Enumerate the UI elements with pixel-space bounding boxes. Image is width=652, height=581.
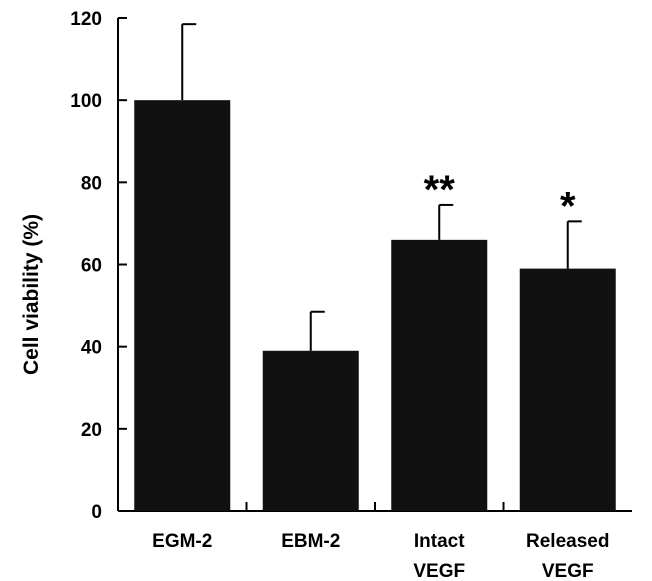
y-axis: 0 20 40 60 80 100 120 (70, 9, 127, 523)
x-tick-label: EBM-2 (281, 531, 340, 552)
y-tick-label: 120 (70, 9, 102, 30)
x-tick-label: VEGF (542, 561, 594, 581)
bar (262, 350, 359, 511)
y-axis-label: Cell viability (%) (20, 214, 43, 375)
bar (134, 100, 231, 512)
x-tick-label: VEGF (413, 561, 465, 581)
x-tick-label: Intact (414, 531, 465, 552)
y-tick-label: 60 (81, 256, 102, 277)
y-tick-label: 80 (81, 173, 102, 194)
bar (391, 239, 488, 511)
x-tick-label: Released (526, 531, 609, 552)
y-tick-label: 20 (81, 420, 102, 441)
bar-series: ** * (134, 23, 616, 512)
y-tick-label: 0 (91, 502, 102, 523)
bar (519, 268, 616, 511)
y-tick-label: 100 (70, 91, 102, 112)
significance-marker: ** (424, 168, 456, 212)
significance-marker: * (560, 184, 576, 228)
x-axis: EGM-2 EBM-2 Intact VEGF Released VEGF (118, 502, 632, 581)
x-tick-label: EGM-2 (152, 531, 212, 552)
y-tick-label: 40 (81, 338, 102, 359)
